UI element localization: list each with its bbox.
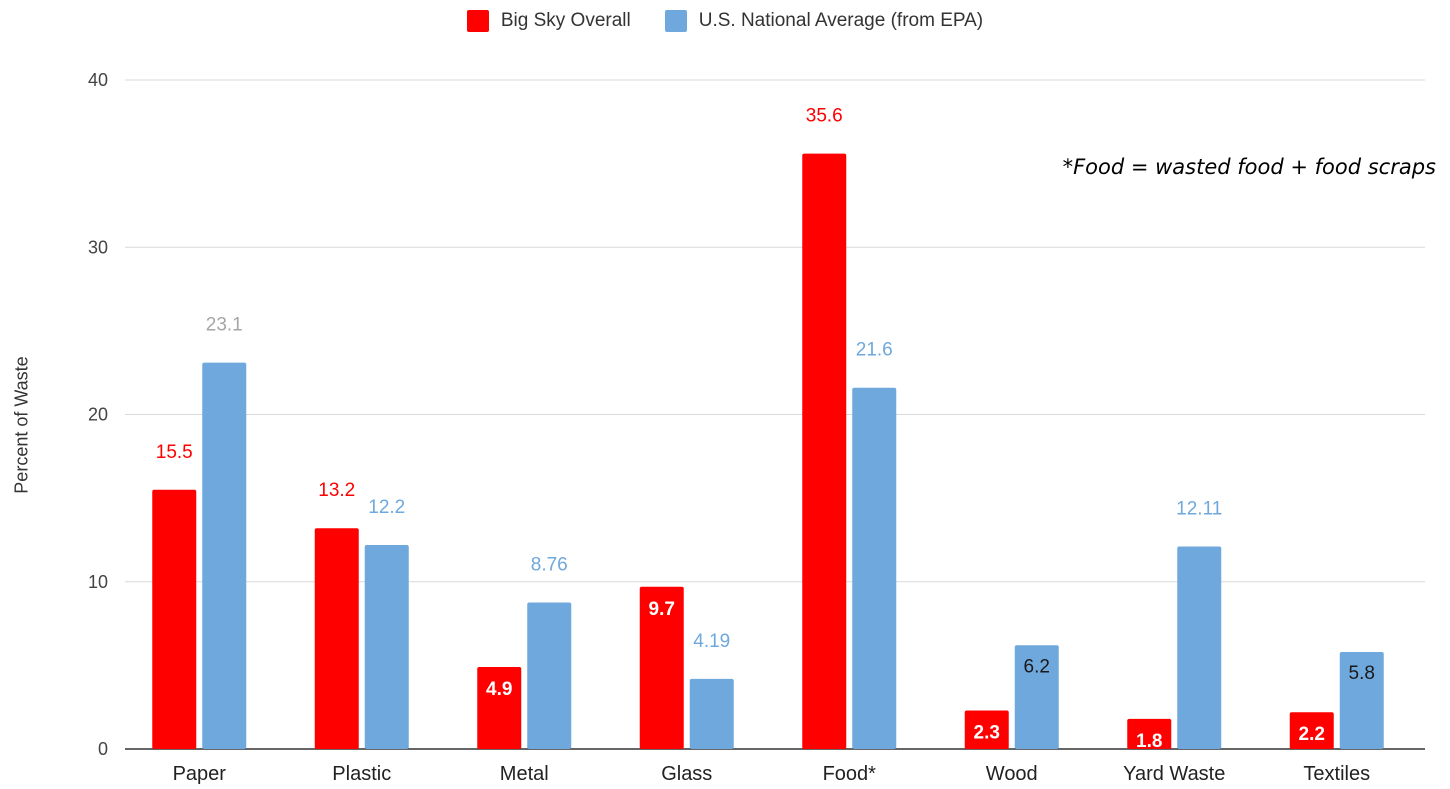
data-label-us-average: 6.2	[1024, 656, 1050, 677]
y-tick-label: 30	[88, 237, 108, 257]
bar-us-average	[1014, 645, 1059, 749]
data-label-big-sky: 35.6	[806, 106, 843, 127]
data-label-big-sky: 2.2	[1299, 724, 1325, 745]
x-tick-label: Wood	[986, 763, 1038, 785]
x-tick-label: Plastic	[332, 763, 391, 785]
bar-us-average	[202, 362, 247, 749]
x-tick-label: Food*	[823, 763, 877, 785]
data-label-big-sky: 1.8	[1136, 731, 1162, 752]
bar-big-sky	[802, 153, 847, 750]
bar-us-average	[852, 387, 897, 749]
legend-swatch-us-average	[664, 10, 687, 32]
data-label-us-average: 12.2	[368, 497, 405, 518]
legend-label-big-sky: Big Sky Overall	[500, 10, 631, 31]
x-tick-label: Yard Waste	[1123, 763, 1225, 785]
legend-swatch-big-sky	[466, 10, 489, 32]
legend-item-us-average[interactable]: U.S. National Average (from EPA)	[664, 10, 984, 32]
data-label-us-average: 21.6	[856, 340, 893, 361]
y-tick-label: 20	[88, 405, 108, 425]
bar-big-sky	[1127, 718, 1172, 749]
bar-us-average	[1177, 546, 1222, 749]
y-axis-label: Percent of Waste	[11, 356, 32, 494]
bar-us-average	[689, 678, 734, 749]
bar-big-sky	[964, 710, 1009, 749]
data-label-us-average: 8.76	[531, 554, 568, 575]
data-label-us-average: 23.1	[206, 315, 243, 336]
bar-big-sky	[152, 489, 197, 749]
x-tick-label: Textiles	[1303, 763, 1370, 785]
bar-big-sky	[1289, 712, 1334, 749]
bar-big-sky	[639, 586, 684, 749]
x-tick-label: Metal	[500, 763, 549, 785]
data-label-big-sky: 2.3	[974, 723, 1000, 744]
data-label-us-average: 5.8	[1349, 663, 1375, 684]
y-tick-label: 40	[88, 70, 108, 90]
y-tick-label: 0	[98, 739, 108, 759]
x-tick-label: Paper	[173, 763, 227, 785]
data-label-us-average: 4.19	[693, 631, 730, 652]
y-tick-label: 10	[88, 572, 108, 592]
chart-annotation: *Food = wasted food + food scraps	[1062, 155, 1436, 179]
bar-big-sky	[314, 528, 359, 749]
bar-us-average	[527, 602, 572, 749]
data-label-big-sky: 9.7	[649, 599, 675, 620]
bar-big-sky	[477, 667, 522, 749]
data-label-big-sky: 4.9	[486, 679, 512, 700]
x-tick-label: Glass	[661, 763, 712, 785]
legend-item-big-sky[interactable]: Big Sky Overall	[466, 10, 631, 32]
data-label-big-sky: 15.5	[156, 442, 193, 463]
bar-us-average	[364, 544, 409, 749]
legend-label-us-average: U.S. National Average (from EPA)	[698, 10, 984, 31]
bar-us-average	[1339, 651, 1384, 749]
chart-legend: Big Sky Overall U.S. National Average (f…	[0, 10, 1450, 32]
data-label-big-sky: 13.2	[318, 480, 355, 501]
data-label-us-average: 12.11	[1176, 498, 1222, 519]
